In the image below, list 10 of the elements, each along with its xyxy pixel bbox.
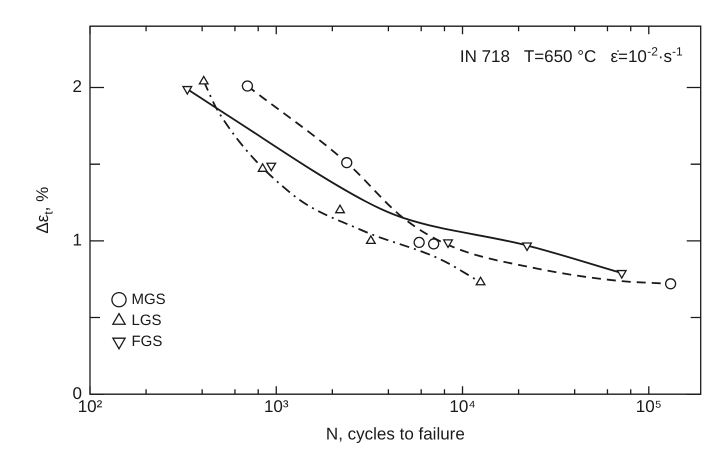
legend-label: MGS <box>132 290 166 308</box>
x-tick-label: 10⁴ <box>449 397 476 416</box>
legend-label: LGS <box>132 312 162 329</box>
y-tick-label: 2 <box>72 77 82 96</box>
x-tick-label: 10³ <box>264 397 289 416</box>
x-axis-title: N, cycles to failure <box>326 424 465 444</box>
y-axis-title: Δεt, % <box>33 186 56 234</box>
y-tick-label: 1 <box>72 230 82 250</box>
x-tick-label: 10⁵ <box>636 397 662 416</box>
legend-label: FGS <box>132 332 162 350</box>
